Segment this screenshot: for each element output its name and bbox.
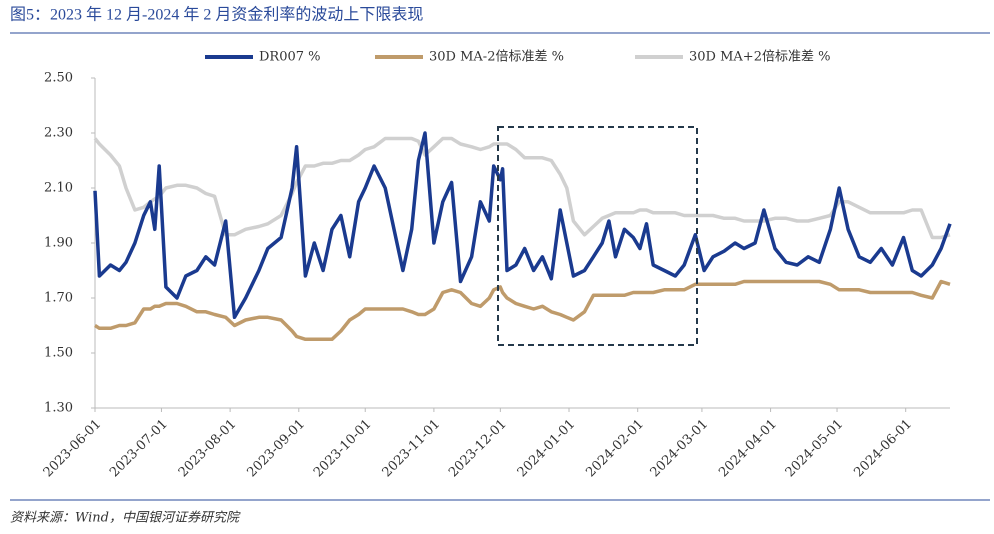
x-tick-label: 2024-05-01 xyxy=(783,417,847,481)
legend-label: 30D MA+2倍标准差 % xyxy=(689,50,830,65)
y-tick-label: 1.30 xyxy=(44,401,73,416)
x-tick-label: 2024-02-01 xyxy=(583,417,647,481)
legend-label: 30D MA-2倍标准差 % xyxy=(429,50,564,65)
x-tick-label: 2024-06-01 xyxy=(851,417,915,481)
x-tick-label: 2023-10-01 xyxy=(311,417,375,481)
y-tick-label: 1.50 xyxy=(44,346,73,361)
chart-title: 图5：2023 年 12 月-2024 年 2 月资金利率的波动上下限表现 xyxy=(10,6,423,24)
y-tick-label: 2.10 xyxy=(44,181,73,196)
y-tick-label: 1.90 xyxy=(44,236,73,251)
series-line xyxy=(93,136,951,240)
x-tick-label: 2023-12-01 xyxy=(446,417,510,481)
x-tick-label: 2023-07-01 xyxy=(107,417,171,481)
x-tick-label: 2024-04-01 xyxy=(716,417,780,481)
x-tick-label: 2024-01-01 xyxy=(515,417,579,481)
y-tick-label: 2.50 xyxy=(44,71,73,86)
highlight-box xyxy=(497,126,698,346)
x-tick-label: 2023-06-01 xyxy=(41,417,105,481)
source-note: 资料来源：Wind，中国银河证券研究院 xyxy=(10,510,241,526)
y-tick-label: 2.30 xyxy=(44,126,73,141)
y-tick-label: 1.70 xyxy=(44,291,73,306)
x-tick-label: 2023-08-01 xyxy=(176,417,240,481)
series-line xyxy=(93,131,952,320)
x-tick-label: 2023-09-01 xyxy=(244,417,308,481)
series-line xyxy=(94,279,951,342)
x-tick-label: 2023-11-01 xyxy=(380,417,444,481)
legend-label: DR007 % xyxy=(259,50,321,65)
x-tick-label: 2024-03-01 xyxy=(648,417,712,481)
